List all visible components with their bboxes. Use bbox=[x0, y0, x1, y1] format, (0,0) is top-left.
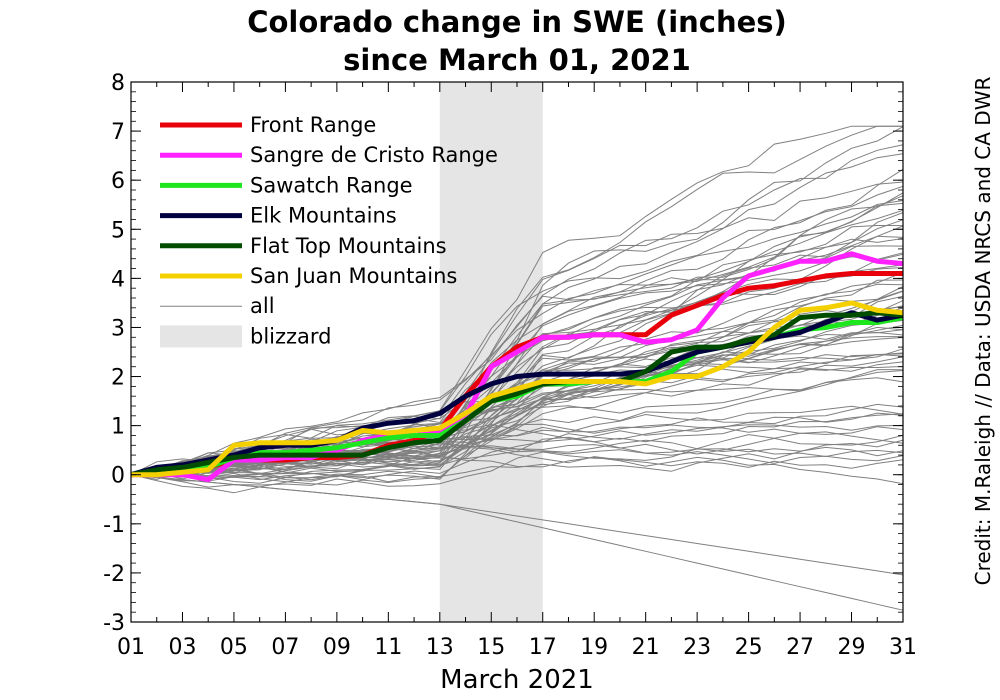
legend-label: Sangre de Cristo Range bbox=[250, 143, 498, 167]
x-tick-label: 23 bbox=[683, 635, 711, 660]
chart-title-line1: Colorado change in SWE (inches) bbox=[247, 5, 787, 39]
x-tick-label: 29 bbox=[838, 635, 866, 660]
chart-title-line2: since March 01, 2021 bbox=[343, 43, 691, 77]
x-tick-label: 17 bbox=[529, 635, 557, 660]
y-tick-label: 7 bbox=[111, 120, 125, 145]
legend-label: Sawatch Range bbox=[250, 173, 413, 197]
x-tick-label: 03 bbox=[168, 635, 196, 660]
credit-text: Credit: M.Raleigh // Data: USDA NRCS and… bbox=[971, 77, 995, 586]
legend: Front Range Sangre de Cristo Range Sawatch… bbox=[160, 113, 498, 348]
x-tick-label: 13 bbox=[426, 635, 454, 660]
all-site-line bbox=[130, 126, 904, 476]
y-tick-label: -1 bbox=[103, 513, 125, 538]
series-line-san-juan-mountains bbox=[131, 300, 904, 478]
all-site-line bbox=[130, 366, 904, 476]
legend-label: San Juan Mountains bbox=[250, 264, 457, 288]
y-tick-label: 5 bbox=[111, 218, 125, 243]
x-tick-label: 25 bbox=[735, 635, 763, 660]
x-tick-label: 19 bbox=[580, 635, 608, 660]
x-tick-label: 11 bbox=[374, 635, 402, 660]
y-tick-label: 4 bbox=[111, 267, 125, 292]
legend-label: Elk Mountains bbox=[250, 204, 397, 228]
y-tick-label: 3 bbox=[111, 316, 125, 341]
x-tick-label: 09 bbox=[323, 635, 351, 660]
x-tick-label: 05 bbox=[220, 635, 248, 660]
legend-label: Front Range bbox=[250, 113, 376, 137]
series-line-flat-top-mountains bbox=[130, 310, 904, 478]
legend-label: all bbox=[250, 294, 275, 318]
x-tick-label: 27 bbox=[786, 635, 814, 660]
x-tick-label: 15 bbox=[477, 635, 505, 660]
all-site-line bbox=[130, 324, 904, 479]
y-tick-label: 6 bbox=[111, 169, 125, 194]
all-site-line bbox=[130, 474, 904, 576]
y-tick-label: -2 bbox=[103, 562, 125, 587]
x-tick-label: 07 bbox=[271, 635, 299, 660]
all-site-line bbox=[130, 377, 904, 478]
all-site-line bbox=[130, 153, 904, 477]
axis-ticks bbox=[130, 81, 904, 623]
x-tick-labels: 01 03 05 07 09 11 13 15 17 19 21 23 25 27 29 31 bbox=[117, 635, 917, 660]
y-tick-label: 8 bbox=[111, 71, 125, 96]
all-site-line bbox=[130, 319, 904, 476]
x-axis-label: March 2021 bbox=[440, 665, 594, 695]
all-site-line bbox=[130, 290, 904, 476]
series-line-sangre-de-cristo-range bbox=[131, 251, 904, 483]
legend-label: blizzard bbox=[250, 324, 332, 348]
y-tick-label: 2 bbox=[111, 366, 125, 391]
y-tick-label: -3 bbox=[103, 611, 125, 636]
region-series-lines bbox=[130, 251, 904, 483]
x-tick-label: 01 bbox=[117, 635, 145, 660]
y-tick-label: 0 bbox=[111, 464, 125, 489]
legend-swatch bbox=[160, 325, 242, 348]
all-site-line bbox=[130, 413, 904, 476]
x-tick-label: 21 bbox=[632, 635, 660, 660]
x-tick-label: 31 bbox=[889, 635, 917, 660]
y-tick-labels: 8 7 6 5 4 3 2 1 0 -1 -2 -3 bbox=[103, 71, 125, 636]
legend-label: Flat Top Mountains bbox=[250, 234, 447, 258]
all-site-line bbox=[130, 426, 904, 488]
y-tick-label: 1 bbox=[111, 415, 125, 440]
